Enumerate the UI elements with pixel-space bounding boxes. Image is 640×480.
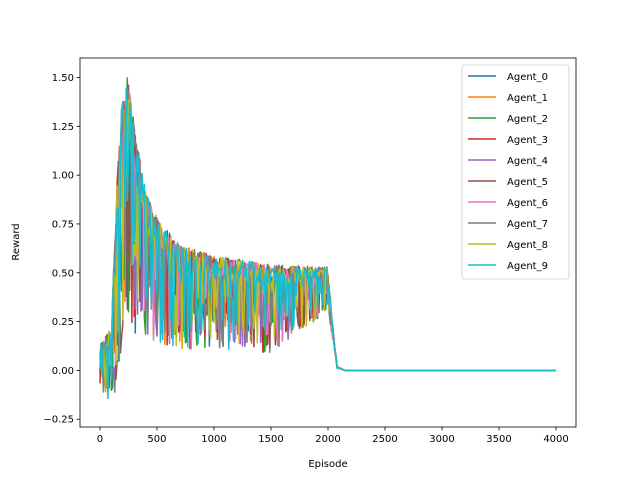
series-line-agent-9 <box>99 87 556 400</box>
x-tick-label: 3000 <box>429 434 454 445</box>
legend-label: Agent_1 <box>507 93 548 104</box>
x-tick-label: 500 <box>147 434 166 445</box>
x-tick-label: 3500 <box>486 434 511 445</box>
legend-label: Agent_3 <box>507 135 548 146</box>
legend-label: Agent_7 <box>507 219 548 230</box>
y-tick-label: 0.25 <box>52 317 74 328</box>
x-tick-label: 1500 <box>258 434 283 445</box>
series-lines <box>99 77 556 400</box>
x-tick-label: 2500 <box>372 434 397 445</box>
y-axis: −0.25 0.00 0.25 0.50 0.75 1.00 1.25 1.50 <box>43 73 80 426</box>
y-tick-label: 0.00 <box>52 366 74 377</box>
x-tick-label: 2000 <box>315 434 340 445</box>
x-tick-label: 1000 <box>201 434 226 445</box>
y-tick-label: 1.50 <box>52 73 74 84</box>
legend-label: Agent_9 <box>507 261 548 272</box>
y-tick-label: 0.50 <box>52 268 74 279</box>
x-axis: 0 500 1000 1500 2000 2500 3000 3500 4000 <box>97 427 569 445</box>
legend-label: Agent_0 <box>507 72 548 83</box>
legend-label: Agent_8 <box>507 240 548 251</box>
legend-label: Agent_5 <box>507 177 548 188</box>
y-tick-label: 1.00 <box>52 171 74 182</box>
x-axis-label: Episode <box>308 459 347 470</box>
legend-label: Agent_4 <box>507 156 548 167</box>
y-tick-label: 0.75 <box>52 219 74 230</box>
y-tick-label: −0.25 <box>43 415 74 426</box>
legend-label: Agent_2 <box>507 114 548 125</box>
y-axis-label: Reward <box>11 223 22 260</box>
legend-label: Agent_6 <box>507 198 548 209</box>
x-tick-label: 4000 <box>543 434 568 445</box>
legend: Agent_0 Agent_1 Agent_2 Agent_3 Agent_4 Agent… <box>461 64 570 280</box>
y-tick-label: 1.25 <box>52 122 74 133</box>
x-tick-label: 0 <box>97 434 103 445</box>
